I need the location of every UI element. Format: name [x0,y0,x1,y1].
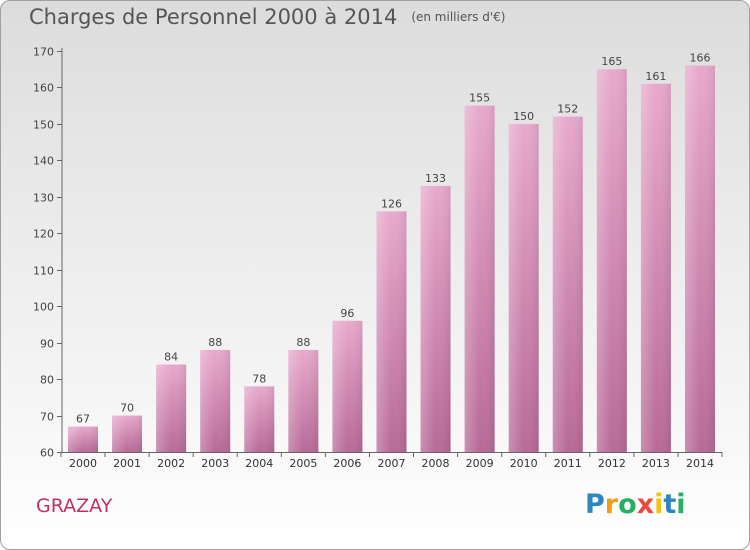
logo-letter: i [676,489,686,520]
data-label-2007: 126 [381,197,402,210]
chart-title-text: Charges de Personnel 2000 à 2014 [29,5,398,29]
y-tick-label: 170 [33,46,54,59]
y-tick-label: 150 [33,119,54,132]
x-tick-label-2004: 2004 [245,457,273,470]
bar-shade-2010 [508,123,539,452]
y-tick-label: 70 [40,411,54,424]
x-tick-label-2008: 2008 [422,457,450,470]
data-label-2003: 88 [208,336,222,349]
data-label-2014: 166 [689,52,710,65]
bar-shade-2005 [288,349,319,452]
chart-labels: 2000 67 2001 70 2002 84 2003 88 2004 78 2005 88 2006… [69,52,714,470]
x-tick-label-2013: 2013 [642,457,670,470]
data-label-2004: 78 [252,372,266,385]
chart-subtitle: (en milliers d'€) [411,10,506,24]
place-name: GRAZAY [36,495,113,517]
data-label-2010: 150 [513,110,534,123]
data-label-2006: 96 [340,307,354,320]
bar-shade-2000 [68,426,98,452]
data-label-2008: 133 [425,172,446,185]
x-tick-label-2007: 2007 [377,457,405,470]
x-tick-label-2006: 2006 [333,457,361,470]
data-label-2002: 84 [164,351,178,364]
logo-letter: x [636,489,655,520]
bar-shade-2013 [640,83,671,453]
bar-shade-2011 [552,116,583,453]
bar-shade-2008 [420,185,451,452]
bar-shade-2009 [464,105,495,452]
logo-letter: i [654,489,664,520]
data-label-2000: 67 [76,412,90,425]
y-tick-label: 130 [33,192,54,205]
y-tick-label: 120 [33,228,54,241]
logo-letter: o [618,489,637,520]
y-tick-label: 80 [40,374,54,387]
data-label-2012: 165 [601,55,622,68]
bar-shade-2004 [244,386,275,452]
data-label-2005: 88 [296,336,310,349]
x-tick-label-2000: 2000 [69,457,97,470]
bar-shade-2006 [332,320,363,452]
x-tick-label-2012: 2012 [598,457,626,470]
x-tick-label-2005: 2005 [289,457,317,470]
bar-shade-2014 [684,65,715,452]
y-tick-label: 60 [40,447,54,460]
bar-shade-2002 [156,364,187,452]
x-tick-label-2002: 2002 [157,457,185,470]
x-tick-label-2010: 2010 [510,457,538,470]
y-tick-label: 110 [33,265,54,278]
y-tick-label: 90 [40,338,54,351]
y-tick-label: 100 [33,301,54,314]
y-tick-label: 160 [33,82,54,95]
logo-letter: t [663,489,677,520]
bar-shade-2007 [376,211,407,452]
data-label-2013: 161 [645,70,666,83]
bar-shade-2012 [596,69,627,453]
data-label-2001: 70 [120,402,134,415]
bar-shade-2003 [200,349,231,452]
x-tick-label-2009: 2009 [466,457,494,470]
data-label-2011: 152 [557,103,578,116]
logo-letter: r [604,489,619,520]
bar-shade-2001 [112,415,143,452]
x-tick-label-2001: 2001 [113,457,141,470]
chart-title: Charges de Personnel 2000 à 2014 (en mill… [29,5,505,29]
x-tick-label-2014: 2014 [686,457,714,470]
proxiti-logo: Proxiti [585,489,686,520]
chart-axes: 60 70 80 90 100 110 120 130 140 150 160 170 [33,46,723,460]
y-tick-label: 140 [33,155,54,168]
x-tick-label-2011: 2011 [554,457,582,470]
logo-letter: P [585,489,605,520]
x-tick-label-2003: 2003 [201,457,229,470]
chart-bars [68,65,715,453]
data-label-2009: 155 [469,92,490,105]
